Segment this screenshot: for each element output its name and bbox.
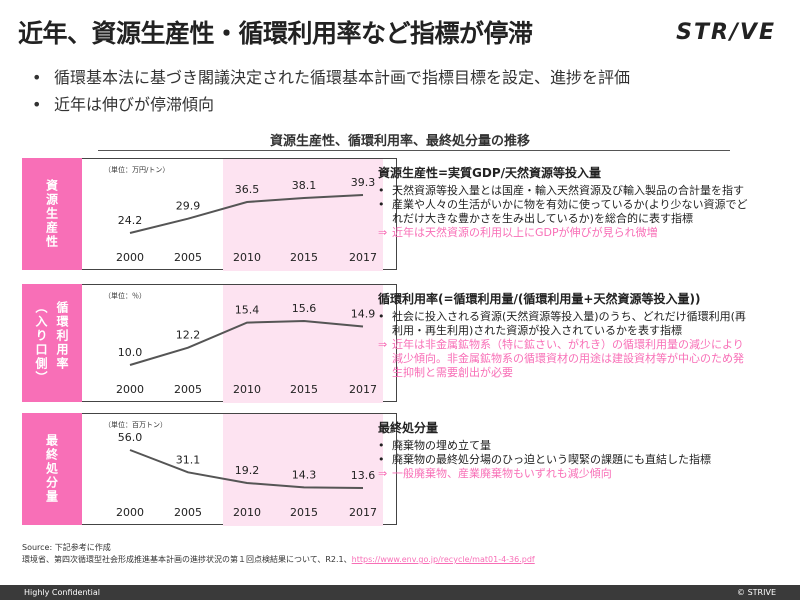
data-label: 15.6 [292,302,317,315]
line-chart: 56.0 31.1 19.2 14.3 13.6 2000 2005 2010 2015 2017 [116,414,383,526]
panel-circular-use-rate: 循環利用率 （入り口側） （単位：％） 10.0 12.2 15.4 15.6 14.9… [22,284,780,403]
footer-bar: Highly Confidential © STRIVE [0,585,800,600]
data-label: 36.5 [235,183,260,196]
x-tick-label: 2005 [174,383,202,396]
highlight-band [223,414,383,526]
arrow-right-icon: ⇒ [378,226,388,239]
x-tick-label: 2017 [349,506,377,519]
x-tick-label: 2010 [233,506,261,519]
source-label: Source: 下記参考に作成 [22,543,111,552]
chart-area: （単位：％） 10.0 12.2 15.4 15.6 14.9 2000 2005 2010 2… [82,284,397,403]
source-citation: 環境省、第四次循環型社会形成推進基本計画の進捗状況の第１回点検結果について、R2… [22,555,352,564]
desc-item: • 社会に投入される資源(天然資源等投入量)のうち、どれだけ循環利用(再利用・再生… [378,310,746,337]
x-tick-label: 2005 [174,251,202,264]
page-title: 近年、資源生産性・循環利用率など指標が停滞 [18,19,533,48]
bullet-dot-icon: • [378,198,385,211]
section-title: 資源生産性、循環利用率、最終処分量の推移 [269,134,530,149]
x-tick-label: 2017 [349,383,377,396]
sidebar-label: 資源生産性 [44,179,59,249]
description-final-disposal: 最終処分量 • 廃棄物の埋め立て量 • 廃棄物の最終処分場のひっ迫という喫緊の課題に… [378,419,750,481]
desc-item: • 廃棄物の最終処分場のひっ迫という喫緊の課題にも直結した指標 [378,453,711,466]
arrow-right-icon: ⇒ [378,467,388,480]
x-tick-label: 2015 [290,251,318,264]
data-label: 56.0 [118,431,143,444]
panel-final-disposal: 最終処分量 （単位：百万トン） 56.0 31.1 19.2 14.3 13.6 2000… [22,413,780,526]
x-tick-label: 2017 [349,251,377,264]
data-label: 10.0 [118,346,143,359]
sidebar-label: 循環利用率 [55,301,69,371]
data-label: 14.9 [351,308,376,321]
unit-label: （単位：万円/トン） [104,166,170,174]
data-label: 13.6 [351,469,376,482]
line-chart: 24.2 29.9 36.5 38.1 39.3 2000 2005 2010 2015 2017 [116,159,383,271]
data-label: 29.9 [176,200,201,213]
bullet-dot-icon: • [32,68,42,87]
data-label: 38.1 [292,179,317,192]
description-circular-use-rate: 循環利用率(=循環利用量/(循環利用量+天然資源等投入量)) • 社会に投入される… [378,290,750,380]
bullet-item: • 近年は伸びが停滞傾向 [32,91,630,118]
source-link[interactable]: https://www.env.go.jp/recycle/mat01-4-36… [351,555,535,564]
line-chart: 10.0 12.2 15.4 15.6 14.9 2000 2005 2010 2015 2017 [116,285,383,403]
sidebar-label-box: 最終処分量 [22,413,82,525]
arrow-right-icon: ⇒ [378,338,388,351]
sidebar-label-box: 循環利用率 （入り口側） [22,284,82,402]
series-line [129,194,364,234]
highlight-band [223,159,383,271]
chart-area: （単位：万円/トン） 24.2 29.9 36.5 38.1 39.3 2000 2005 2… [82,158,397,271]
desc-item: • 天然資源等投入量とは国産・輸入天然資源及び輸入製品の合計量を指す [378,184,744,197]
data-label: 12.2 [176,329,201,342]
data-label: 15.4 [235,304,260,317]
bullet-dot-icon: • [378,184,385,197]
x-tick-label: 2005 [174,506,202,519]
x-tick-label: 2010 [233,251,261,264]
unit-label: （単位：％） [104,292,146,300]
bullet-item: • 循環基本法に基づき閣議決定された循環基本計画で指標目標を設定、進捗を評価 [32,64,630,91]
footer-confidential: Highly Confidential [24,588,101,597]
source-note: Source: 下記参考に作成 環境省、第四次循環型社会形成推進基本計画の進捗状… [22,542,535,566]
series-line [129,449,364,489]
data-label: 24.2 [118,214,143,227]
desc-heading: 最終処分量 [378,421,439,435]
desc-highlight: ⇒ 一般廃棄物、産業廃棄物もいずれも減少傾向 [378,467,612,480]
section-divider [98,150,730,151]
x-tick-label: 2015 [290,506,318,519]
desc-heading: 循環利用率(=循環利用量/(循環利用量+天然資源等投入量)) [378,292,701,306]
x-tick-label: 2015 [290,383,318,396]
data-label: 31.1 [176,453,201,466]
x-tick-label: 2000 [116,251,144,264]
desc-highlight: ⇒ 近年は非金属鉱物系（特に鉱さい、がれき）の循環利用量の減少により減少傾向。非金… [378,338,744,379]
bullet-list: • 循環基本法に基づき閣議決定された循環基本計画で指標目標を設定、進捗を評価 • 近… [32,64,630,118]
x-tick-label: 2010 [233,383,261,396]
x-tick-label: 2000 [116,506,144,519]
sidebar-label-box: 資源生産性 [22,158,82,270]
description-resource-productivity: 資源生産性=実質GDP/天然資源等投入量 • 天然資源等投入量とは国産・輸入天然資… [378,164,750,240]
bullet-dot-icon: • [378,439,385,452]
desc-highlight: ⇒ 近年は天然資源の利用以上にGDPが伸びが見られ微増 [378,226,658,239]
x-tick-label: 2000 [116,383,144,396]
bullet-dot-icon: • [32,95,42,114]
highlight-band [223,285,383,403]
data-label: 14.3 [292,468,317,481]
sidebar-sublabel: （入り口側） [34,301,48,385]
bullet-dot-icon: • [378,453,385,466]
panel-resource-productivity: 資源生産性 （単位：万円/トン） 24.2 29.9 36.5 38.1 39.3 200… [22,158,780,271]
desc-heading: 資源生産性=実質GDP/天然資源等投入量 [378,166,602,180]
desc-item: • 廃棄物の埋め立て量 [378,439,491,452]
data-label: 19.2 [235,464,260,477]
bullet-dot-icon: • [378,310,385,323]
data-label: 39.3 [351,176,376,189]
strive-logo: STR/VE [676,20,776,45]
chart-area: （単位：百万トン） 56.0 31.1 19.2 14.3 13.6 2000 2005 20… [82,413,397,526]
series-line [129,319,364,366]
sidebar-label: 最終処分量 [44,434,59,504]
unit-label: （単位：百万トン） [104,421,167,429]
desc-item: • 産業や人々の生活がいかに物を有効に使っているか(より少ない資源でどれだけ大きな… [378,198,748,225]
footer-copyright: © STRIVE [737,588,776,597]
